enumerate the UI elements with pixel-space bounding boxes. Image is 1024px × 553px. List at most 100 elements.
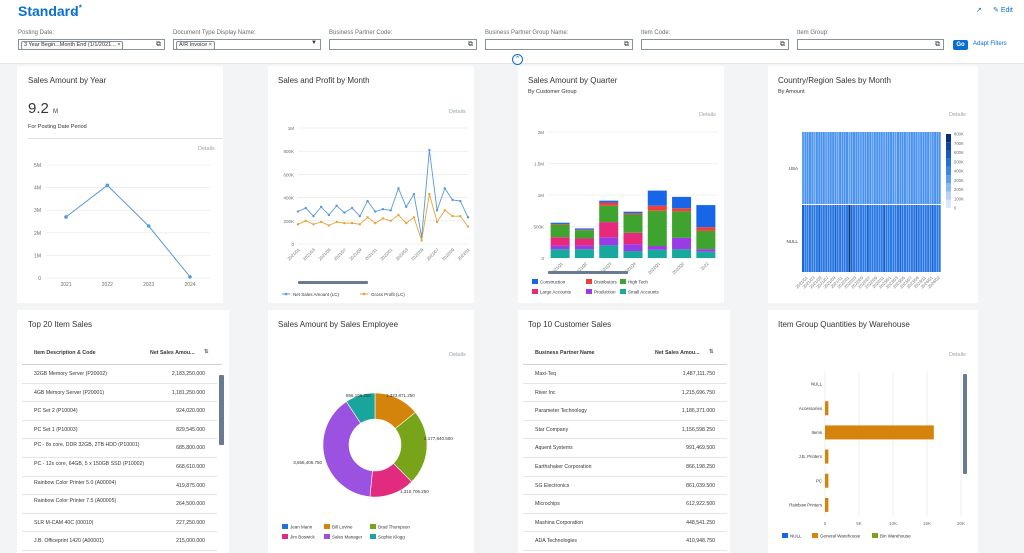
details-link[interactable]: Details [198,146,215,152]
bar-segment [623,244,643,252]
table-row[interactable]: Earthshaker Corporation 866,198.250 [523,458,727,477]
details-link[interactable]: Details [699,112,716,118]
sort-icon[interactable]: ⇅ [709,349,714,355]
horizontal-scrollbar [298,281,368,284]
bar-segment [647,249,667,258]
y-tick-label: 800K [283,149,294,154]
heatmap-cell [934,132,937,204]
table-row[interactable]: River Inc 1,215,696.750 [523,384,727,403]
pie-slice [345,392,376,424]
posting-date-input[interactable]: 3 Year Begin...Month End (1/1/2021... × … [18,39,165,50]
go-button[interactable]: Go [953,40,968,50]
doc-type-token[interactable]: A/R Invoice × [176,41,215,49]
data-point [412,192,416,196]
scale-swatch [946,134,951,143]
legend-label: Distributors [594,280,618,285]
table-row[interactable]: PC Set 2 (P10004) 924,020.000 [22,402,217,421]
bp-code-input[interactable]: ⧉ [329,39,477,50]
data-point [451,214,454,218]
collapse-header-button[interactable]: ⌃ [512,54,523,65]
series-line [65,184,191,278]
edit-button[interactable]: ✎ Edit [993,7,1013,14]
x-tick-label: 2022 [102,282,113,288]
bar-segment [574,228,594,230]
value-help-icon[interactable]: ⧉ [935,41,940,48]
adapt-filters-button[interactable]: Adapt Filters [973,41,1007,47]
item-code-input[interactable]: ⧉ [641,39,789,50]
value-help-icon[interactable]: ⧉ [780,41,785,48]
table-row[interactable]: Maxi-Teq 1,487,111.750 [523,365,727,384]
share-icon[interactable]: ↗ [976,7,982,14]
item-group-input[interactable]: ⧉ [797,39,944,50]
filter-bar: Standard* ⌄ ↗ ✎ Edit Posting Date: 3 Yea… [0,0,1024,64]
table-row[interactable]: Aquent Systems 991,469.500 [523,439,727,458]
table-row[interactable]: Mashina Corporation 448,541.250 [523,514,727,533]
details-link[interactable]: Details [449,352,466,358]
y-tick-label: Items [811,430,822,435]
table-row[interactable]: SLR M-CAM 40C (00010) 227,250.000 [22,514,217,533]
table-row[interactable]: 4GB Memory Server (P20001) 1,181,250.000 [22,384,217,403]
bar-segment [696,251,716,258]
heatmap-cell [822,132,825,204]
table-row[interactable]: Rainbow Color Printer 5.0 (A00004) 419,87… [22,477,217,496]
table-row[interactable]: PC - 12x core, 64GB, 5 x 150GB SSD (P100… [22,458,217,477]
header-divider [22,364,222,365]
card-title: Sales Amount by Sales Employee [278,320,399,329]
sales-by-year-chart: 0 1M 2M 3M 4M 5M 2021 2022 2023 2024 [34,163,210,288]
cell-item-name: Rainbow Color Printer 5.0 (A00004) [34,479,117,486]
cell-sales-amount: 410,948.750 [686,538,715,545]
scrollbar[interactable] [219,375,224,445]
chevron-down-icon[interactable]: ⌄ [71,6,79,16]
table-row[interactable]: PC Set 1 (P10003) 829,545.000 [22,421,217,440]
column-header-item[interactable]: Item Description & Code [34,350,96,356]
scale-swatch [946,166,951,176]
table-row[interactable]: SG Electronics 861,039.500 [523,477,727,496]
table-row[interactable]: PC - 8x core, DDR 32GB, 2TB HDD (P10001)… [22,439,217,458]
cell-item-name: PC Set 1 (P10003) [34,426,78,433]
y-tick-label: PC [816,478,822,483]
doc-type-select[interactable]: A/R Invoice × ▼ [173,39,321,50]
table-row[interactable]: Rainbow Color Printer 7.5 (A00005) 264,50… [22,495,217,514]
value-help-icon[interactable]: ⧉ [468,41,473,48]
cell-sales-amount: 2,183,250.000 [171,371,205,377]
table-row[interactable]: Microchips 612,922.500 [523,495,727,514]
dropdown-arrow-icon[interactable]: ▼ [311,40,317,46]
value-help-icon[interactable]: ⧉ [624,41,629,48]
heatmap-cell [804,132,807,204]
heatmap-cell [899,132,902,204]
data-point [343,211,346,214]
details-link[interactable]: Details [949,352,966,358]
x-tick-label: 2021/01 [286,247,301,262]
cell-item-name: PC - 12x core, 64GB, 5 x 150GB SSD (P100… [34,461,145,467]
table-row[interactable]: ADA Technologies 410,948.750 [523,532,727,551]
table-row[interactable]: 32GB Memory Server (P20002) 2,183,250.000 [22,365,217,384]
bar-segment [550,223,570,225]
x-tick-label: 2022/03 [395,247,410,262]
table-row[interactable]: Star Company 1,156,598.250 [523,421,727,440]
heatmap-cell [931,132,934,204]
bp-group-input[interactable]: ⧉ [485,39,633,50]
posting-date-token[interactable]: 3 Year Begin...Month End (1/1/2021... × [21,41,124,49]
bar-segment [672,237,692,250]
variant-selector[interactable]: Standard* [18,3,82,19]
heatmap-cell [864,205,867,272]
sort-icon[interactable]: ⇅ [204,349,209,355]
details-link[interactable]: Details [449,109,466,115]
value-help-icon[interactable]: ⧉ [156,41,161,48]
bar-segment [599,245,619,258]
bar [825,449,829,464]
column-header-partner[interactable]: Business Partner Name [535,350,595,356]
column-header-sales[interactable]: Net Sales Amou... [150,350,195,356]
table-row[interactable]: Parameter Technology 1,186,371.000 [523,402,727,421]
data-point [404,205,408,209]
details-link[interactable]: Details [949,112,966,118]
data-point [304,219,307,222]
data-label: 1,323,871.250 [386,393,415,398]
heatmap-cell [936,205,939,272]
table-row[interactable]: J.B. Officeprint 1420 (A00001) 215,000.00… [22,532,217,551]
pie-slice [322,401,373,498]
y-tick-label: 4M [34,186,41,192]
heatmap-cell [825,205,828,272]
column-header-sales[interactable]: Net Sales Amou... [655,350,700,356]
